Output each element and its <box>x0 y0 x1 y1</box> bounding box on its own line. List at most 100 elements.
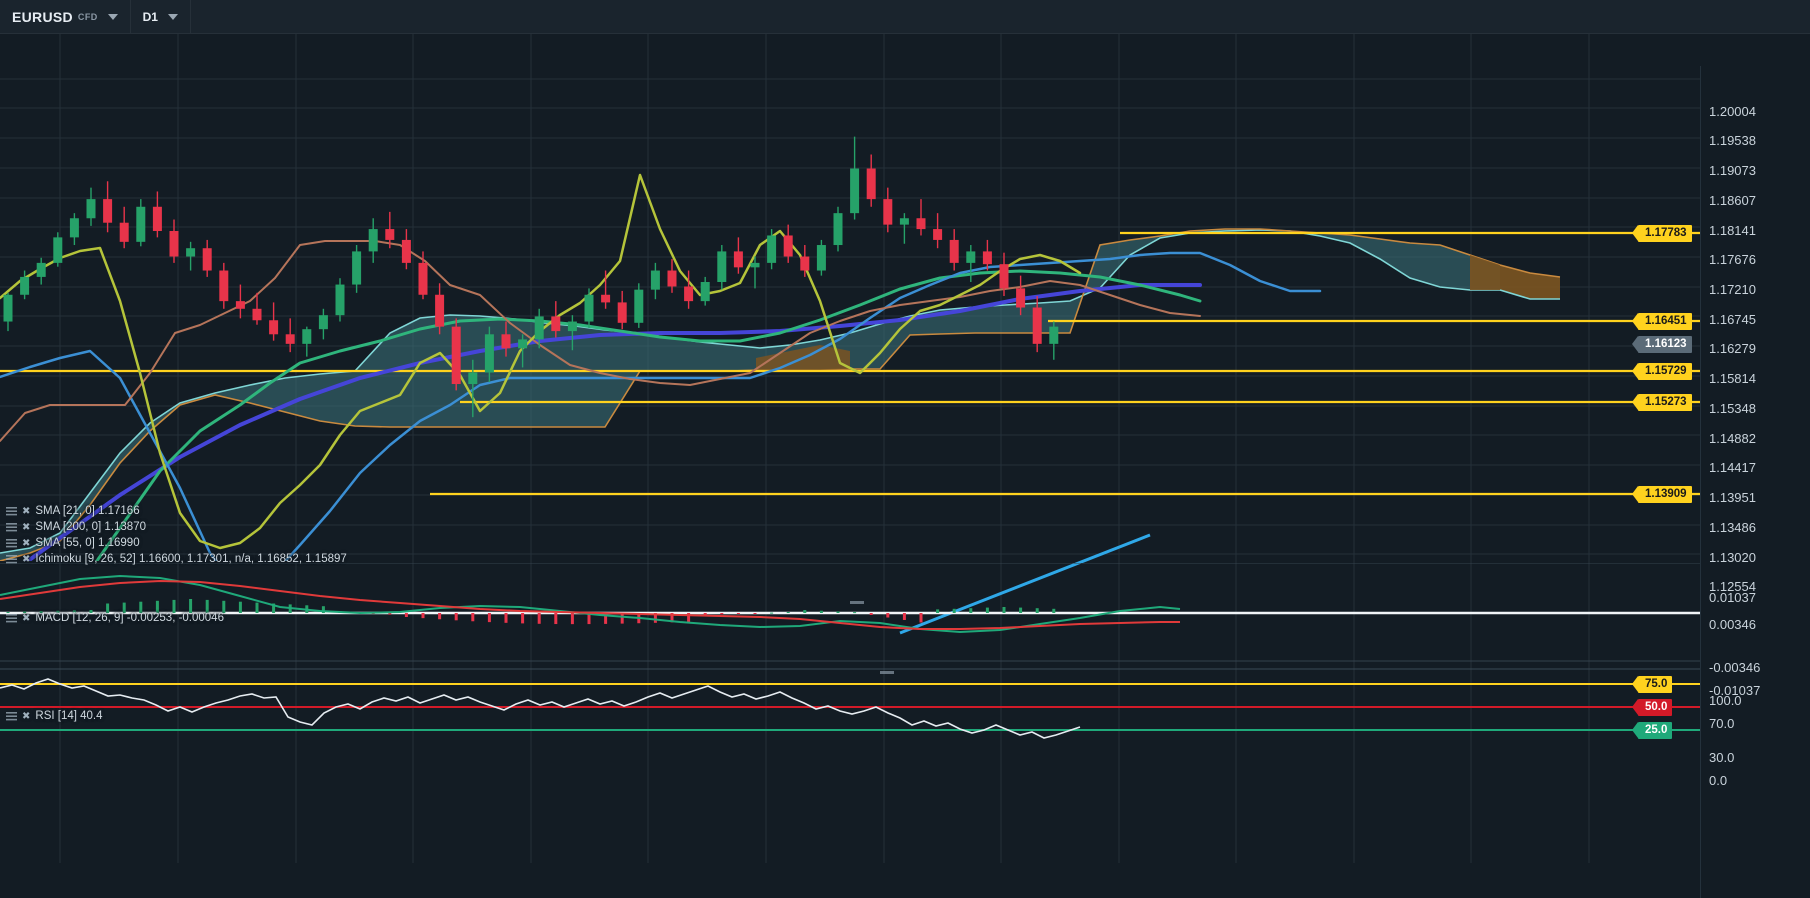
candle-body[interactable] <box>551 316 561 332</box>
close-icon[interactable]: ✖ <box>22 537 31 549</box>
candle-body[interactable] <box>767 235 777 263</box>
candle-body[interactable] <box>335 284 345 316</box>
candle-body[interactable] <box>717 251 727 283</box>
candle-body[interactable] <box>800 256 810 271</box>
candle-body[interactable] <box>20 276 30 295</box>
candle-body[interactable] <box>816 245 826 271</box>
candle-body[interactable] <box>269 320 279 335</box>
candle-body[interactable] <box>385 229 395 240</box>
legend-sma200[interactable]: ✖ SMA [200, 0] 1.13870 <box>6 521 146 533</box>
candle-body[interactable] <box>949 239 959 263</box>
price-tag-750[interactable]: 75.0 <box>1631 676 1673 693</box>
candle-body[interactable] <box>186 248 196 257</box>
settings-icon[interactable] <box>6 538 17 548</box>
price-tag-500[interactable]: 50.0 <box>1631 699 1673 716</box>
candle-body[interactable] <box>783 235 793 257</box>
candle-body[interactable] <box>518 339 528 349</box>
candle-body[interactable] <box>152 206 162 231</box>
candle-body[interactable] <box>567 321 577 332</box>
candle-body[interactable] <box>501 334 511 349</box>
price-tag-115273[interactable]: 1.15273 <box>1632 394 1692 411</box>
close-icon[interactable]: ✖ <box>22 505 31 517</box>
macd-panel[interactable] <box>0 563 1700 662</box>
candle-body[interactable] <box>352 251 362 285</box>
candle-body[interactable] <box>750 262 760 268</box>
price-tag-117783[interactable]: 1.17783 <box>1632 225 1692 242</box>
candle-body[interactable] <box>850 168 860 214</box>
candle-body[interactable] <box>169 231 179 257</box>
candle-body[interactable] <box>700 282 710 302</box>
legend-sma55[interactable]: ✖ SMA [55, 0] 1.16990 <box>6 537 140 549</box>
candle-body[interactable] <box>484 334 494 373</box>
candle-body[interactable] <box>219 270 229 302</box>
candle-body[interactable] <box>584 294 594 322</box>
candle-body[interactable] <box>302 329 312 344</box>
candle-body[interactable] <box>667 270 677 287</box>
candle-body[interactable] <box>883 199 893 225</box>
chart-canvas[interactable]: ✖ SMA [21, 0] 1.17166 ✖ SMA [200, 0] 1.1… <box>0 33 1810 898</box>
candle-body[interactable] <box>418 262 428 295</box>
settings-icon[interactable] <box>6 711 17 721</box>
settings-icon[interactable] <box>6 506 17 516</box>
close-icon[interactable]: ✖ <box>22 553 31 565</box>
candle-body[interactable] <box>650 270 660 290</box>
candle-body[interactable] <box>468 372 478 385</box>
candle-body[interactable] <box>3 294 13 322</box>
candle-body[interactable] <box>999 264 1009 289</box>
candle-body[interactable] <box>401 239 411 263</box>
candle-body[interactable] <box>435 294 445 327</box>
candle-body[interactable] <box>136 206 146 242</box>
candle-body[interactable] <box>534 316 544 340</box>
candle-body[interactable] <box>933 229 943 240</box>
candle-body[interactable] <box>1016 288 1026 308</box>
candle-body[interactable] <box>634 289 644 323</box>
settings-icon[interactable] <box>6 522 17 532</box>
candle-body[interactable] <box>103 199 113 223</box>
candle-body[interactable] <box>451 326 461 385</box>
price-axis[interactable]: 1.20004 1.19538 1.19073 1.18607 1.18141 1.176… <box>1700 66 1810 898</box>
candle-body[interactable] <box>119 222 129 242</box>
close-icon[interactable]: ✖ <box>22 521 31 533</box>
timeframe-selector[interactable]: D1 <box>131 0 191 33</box>
candle-body[interactable] <box>368 229 378 252</box>
price-level-lines[interactable] <box>0 231 1700 496</box>
candle-body[interactable] <box>235 301 245 309</box>
candle-body[interactable] <box>833 213 843 246</box>
legend-ichimoku[interactable]: ✖ Ichimoku [9, 26, 52] 1.16600, 1.17301,… <box>6 553 347 565</box>
candle-body[interactable] <box>982 251 992 265</box>
candle-body[interactable] <box>69 218 79 238</box>
candle-body[interactable] <box>252 308 262 321</box>
candle-body[interactable] <box>86 199 96 219</box>
price-tag-113909[interactable]: 1.13909 <box>1632 486 1692 503</box>
candle-body[interactable] <box>285 334 295 344</box>
candle-body[interactable] <box>36 262 46 277</box>
legend-macd[interactable]: ✖ MACD [12, 26, 9] -0.00253, -0.00046 <box>6 612 224 624</box>
price-tag-116123[interactable]: 1.16123 <box>1632 336 1692 353</box>
legend-rsi[interactable]: ✖ RSI [14] 40.4 <box>6 710 103 722</box>
rsi-panel[interactable] <box>0 668 1700 739</box>
close-icon[interactable]: ✖ <box>22 612 31 624</box>
price-tag-115729[interactable]: 1.15729 <box>1632 363 1692 380</box>
settings-icon[interactable] <box>6 613 17 623</box>
candle-body[interactable] <box>1049 326 1059 344</box>
legend-sma21[interactable]: ✖ SMA [21, 0] 1.17166 <box>6 505 140 517</box>
price-tag-250[interactable]: 25.0 <box>1631 722 1673 739</box>
candle-body[interactable] <box>916 218 926 230</box>
candle-body[interactable] <box>866 168 876 200</box>
close-icon[interactable]: ✖ <box>22 710 31 722</box>
candle-body[interactable] <box>601 294 611 303</box>
candle-body[interactable] <box>966 251 976 263</box>
candle-body[interactable] <box>1032 307 1042 344</box>
candle-body[interactable] <box>318 315 328 330</box>
candle-body[interactable] <box>202 248 212 271</box>
symbol-selector[interactable]: EURUSD CFD <box>0 0 131 33</box>
candle-body[interactable] <box>53 237 63 263</box>
candle-body[interactable] <box>617 302 627 323</box>
settings-icon[interactable] <box>6 554 17 564</box>
price-plot[interactable]: ✖ SMA [21, 0] 1.17166 ✖ SMA [200, 0] 1.1… <box>0 33 1700 865</box>
candle-body[interactable] <box>733 251 743 268</box>
candle-body[interactable] <box>899 218 909 225</box>
candlestick-series[interactable] <box>3 136 1059 418</box>
price-tag-116451[interactable]: 1.16451 <box>1632 313 1692 330</box>
candle-body[interactable] <box>684 286 694 302</box>
